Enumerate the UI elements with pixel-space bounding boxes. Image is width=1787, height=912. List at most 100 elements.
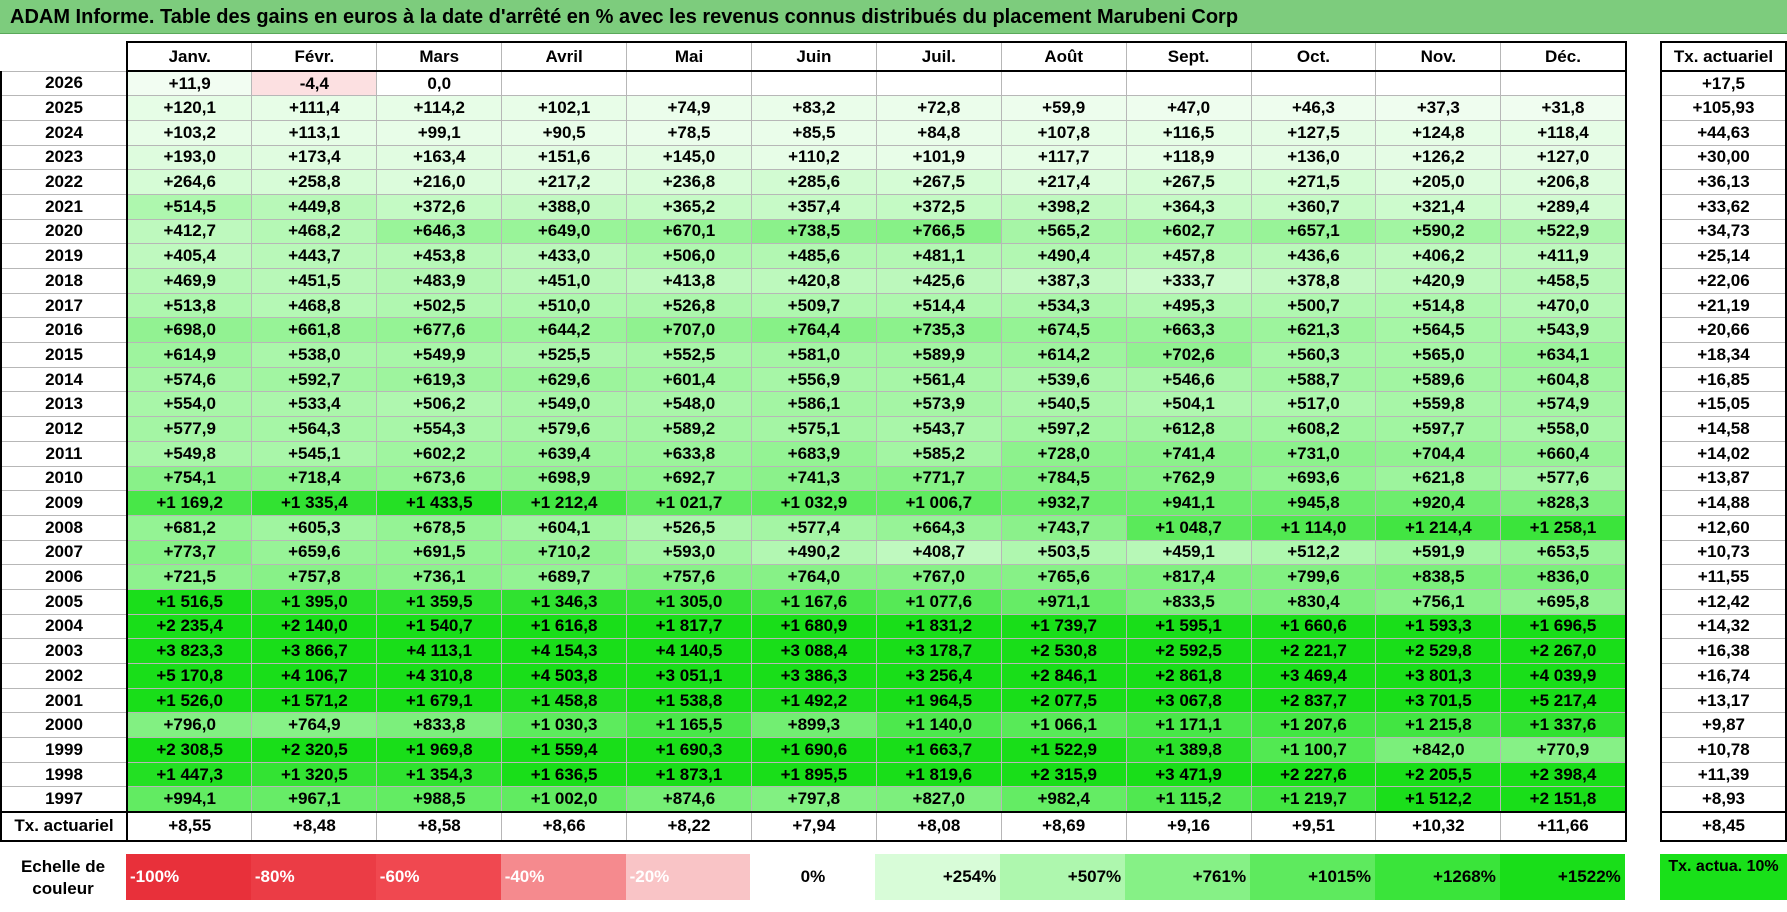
table-row: 2017 +513,8 +468,8 +502,5 +510,0 +526,8 +509,7… <box>0 292 1627 319</box>
value-cell: +1 171,1 <box>1125 712 1252 739</box>
value-cell: +3 469,4 <box>1250 663 1377 689</box>
value-cell: +78,5 <box>626 119 752 146</box>
value-cell: +526,5 <box>626 514 752 541</box>
value-cell: +1 354,3 <box>376 761 503 788</box>
value-cell: +621,8 <box>1375 465 1502 492</box>
value-cell: +1 516,5 <box>126 588 253 615</box>
value-cell: +1 207,6 <box>1250 712 1377 739</box>
color-scale-step: +761% <box>1125 854 1251 900</box>
value-cell: +2 592,5 <box>1125 638 1252 664</box>
value-cell: +420,9 <box>1375 268 1502 294</box>
value-cell: +267,5 <box>875 169 1002 195</box>
value-cell: +941,1 <box>1125 490 1252 516</box>
table-row: 2004 +2 235,4 +2 140,0 +1 540,7 +1 616,8 +1 8… <box>0 613 1627 640</box>
year-cell: 2005 <box>0 588 128 615</box>
value-cell: +1 964,5 <box>875 687 1002 714</box>
value-cell: +285,6 <box>750 169 877 195</box>
value-cell: +543,7 <box>875 416 1002 442</box>
value-cell: +1 458,8 <box>501 687 628 714</box>
value-cell: +1 817,7 <box>626 613 752 640</box>
value-cell: +577,9 <box>126 416 253 442</box>
value-cell: +372,5 <box>875 193 1002 220</box>
value-cell: +634,1 <box>1500 342 1627 368</box>
value-cell: +120,1 <box>126 95 253 121</box>
side-header-row: Tx. actuariel <box>1660 41 1787 72</box>
value-cell: +2 846,1 <box>1000 663 1127 689</box>
value-cell: +151,6 <box>501 144 628 171</box>
rate-cell: +8,93 <box>1660 786 1787 813</box>
year-cell: 2000 <box>0 712 128 739</box>
value-cell: +741,4 <box>1125 440 1252 467</box>
value-cell: +689,7 <box>501 564 628 590</box>
value-cell: +365,2 <box>626 193 752 220</box>
footer-value: +10,32 <box>1375 810 1502 842</box>
value-cell: +644,2 <box>501 317 628 344</box>
value-cell: +74,9 <box>626 95 752 121</box>
value-cell: +387,3 <box>1000 268 1127 294</box>
value-cell: +588,7 <box>1250 366 1377 393</box>
value-cell: +5 170,8 <box>126 663 253 689</box>
value-cell: +702,6 <box>1125 342 1252 368</box>
side-row: +13,87 <box>1660 465 1787 492</box>
table-row: 2003 +3 823,3 +3 866,7 +4 113,1 +4 154,3 +4 1… <box>0 638 1627 664</box>
value-cell: +585,2 <box>875 440 1002 467</box>
value-cell: +2 308,5 <box>126 737 253 763</box>
value-cell: +2 837,7 <box>1250 687 1377 714</box>
value-cell: +698,9 <box>501 465 628 492</box>
value-cell: +659,6 <box>251 539 378 566</box>
side-row: +36,13 <box>1660 169 1787 195</box>
rate-cell: +15,05 <box>1660 391 1787 418</box>
value-cell: +534,3 <box>1000 292 1127 319</box>
value-cell: +1 559,4 <box>501 737 628 763</box>
footer-label: Tx. actuariel <box>0 810 128 842</box>
value-cell: +549,8 <box>126 440 253 467</box>
value-cell: +4 039,9 <box>1500 663 1627 689</box>
header-corner <box>1 42 127 71</box>
value-cell: +3 386,3 <box>750 663 877 689</box>
footer-value: +9,16 <box>1125 810 1252 842</box>
value-cell: +564,3 <box>251 416 378 442</box>
rate-cell: +16,74 <box>1660 663 1787 689</box>
footer-value: +8,22 <box>626 810 752 842</box>
value-cell: +526,8 <box>626 292 752 319</box>
value-cell: +1 115,2 <box>1125 786 1252 813</box>
value-cell: +678,5 <box>376 514 503 541</box>
value-cell: +1 690,3 <box>626 737 752 763</box>
value-cell: +743,7 <box>1000 514 1127 541</box>
value-cell: +1 258,1 <box>1500 514 1627 541</box>
value-cell: +764,9 <box>251 712 378 739</box>
value-cell: +1 680,9 <box>750 613 877 640</box>
value-cell: +1 066,1 <box>1000 712 1127 739</box>
value-cell: +639,4 <box>501 440 628 467</box>
value-cell: +766,5 <box>875 218 1002 245</box>
value-cell: +614,9 <box>126 342 253 368</box>
value-cell: +548,0 <box>626 391 752 418</box>
value-cell: +406,2 <box>1375 243 1502 269</box>
value-cell: +1 165,5 <box>626 712 752 739</box>
side-row: +11,39 <box>1660 761 1787 788</box>
value-cell: +564,5 <box>1375 317 1502 344</box>
value-cell: +360,7 <box>1250 193 1377 220</box>
value-cell: +31,8 <box>1500 95 1627 121</box>
value-cell: +102,1 <box>501 95 628 121</box>
year-cell: 2021 <box>0 193 128 220</box>
table-row: 2006 +721,5 +757,8 +736,1 +689,7 +757,6 +764,0… <box>0 564 1627 590</box>
value-cell: +4 106,7 <box>251 663 378 689</box>
value-cell: +967,1 <box>251 786 378 813</box>
year-cell: 2014 <box>0 366 128 393</box>
rate-cell: +16,85 <box>1660 366 1787 393</box>
value-cell: +2 151,8 <box>1500 786 1627 813</box>
value-cell: +459,1 <box>1125 539 1252 566</box>
value-cell: +236,8 <box>626 169 752 195</box>
value-cell: +117,7 <box>1000 144 1127 171</box>
value-cell: +581,0 <box>750 342 877 368</box>
value-cell: +333,7 <box>1125 268 1252 294</box>
value-cell: +653,5 <box>1500 539 1627 566</box>
year-cell: 2011 <box>0 440 128 467</box>
value-cell: +899,3 <box>750 712 877 739</box>
year-cell: 2023 <box>0 144 128 171</box>
value-cell: +3 866,7 <box>251 638 378 664</box>
value-cell: +1 219,7 <box>1250 786 1377 813</box>
value-cell: +1 690,6 <box>750 737 877 763</box>
value-cell: +3 701,5 <box>1375 687 1502 714</box>
